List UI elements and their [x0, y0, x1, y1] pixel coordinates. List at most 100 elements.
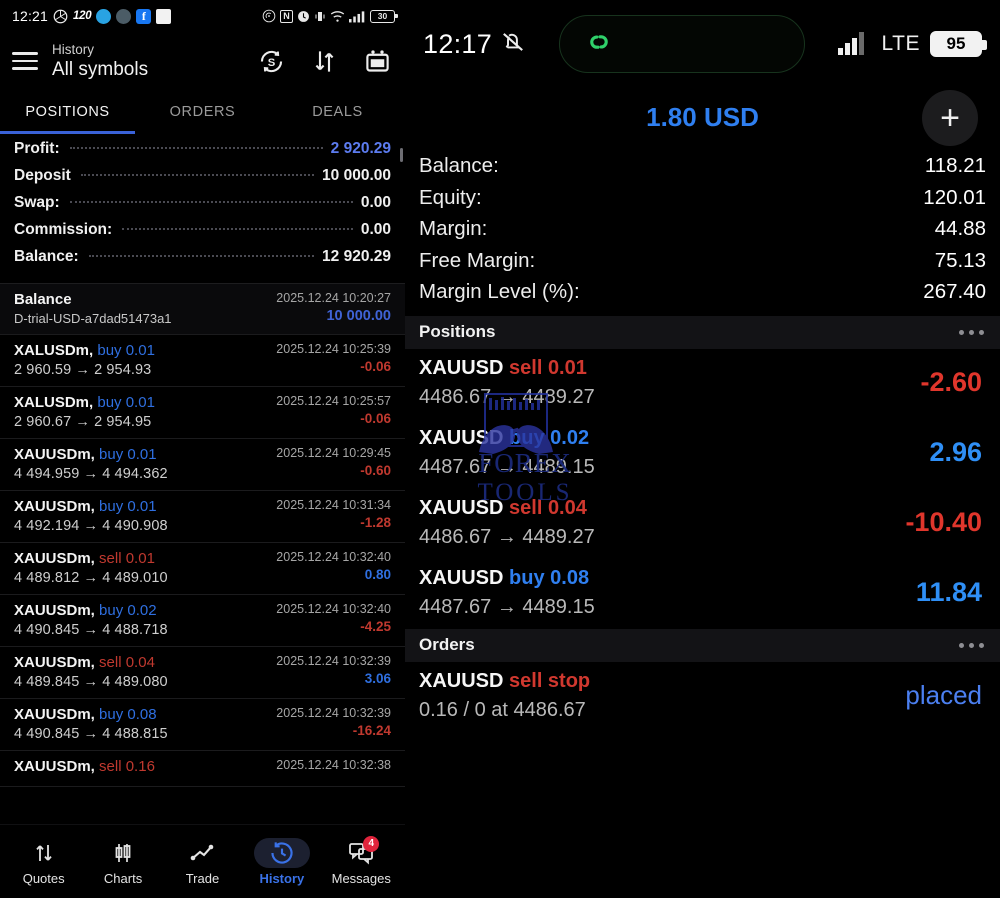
- leader-dots: [69, 201, 353, 203]
- row-amount: 10 000.00: [326, 308, 391, 324]
- white-app-icon: [156, 8, 172, 24]
- row-main: XAUUSD sell 0.04 4486.67 → 4489.27: [419, 497, 595, 549]
- summary-row: Free Margin: 75.13: [419, 249, 986, 281]
- camera-cutout-pill: [558, 15, 805, 73]
- row-main: XALUSDm, buy 0.01 2 960.59 → 2 954.93: [14, 342, 155, 378]
- section-title: Positions: [419, 322, 496, 341]
- row-prices: 4487.67 → 4489.15: [419, 595, 595, 618]
- nav-label: Messages: [331, 870, 391, 886]
- row-main: XAUUSDm, buy 0.01 4 494.959 → 4 494.362: [14, 446, 168, 482]
- orders-section-header[interactable]: Orders: [405, 628, 1000, 662]
- list-item[interactable]: XAUUSDm, sell 0.16 2025.12.24 10:32:38: [0, 751, 405, 787]
- list-item[interactable]: XALUSDm, buy 0.01 2 960.67 → 2 954.95 20…: [0, 387, 405, 439]
- row-volume: 0.02: [127, 602, 157, 619]
- tab-positions[interactable]: POSITIONS: [0, 90, 135, 134]
- nav-item-quotes[interactable]: Quotes: [6, 838, 82, 886]
- list-item[interactable]: XAUUSDm, buy 0.01 4 492.194 → 4 490.908 …: [0, 491, 405, 543]
- row-symbol: XAUUSD buy 0.02: [419, 426, 590, 449]
- sort-icon[interactable]: [311, 48, 338, 75]
- currency-refresh-icon[interactable]: S: [258, 48, 285, 75]
- row-side: buy: [509, 566, 545, 589]
- summary-label: Commission:: [14, 221, 113, 238]
- tab-orders[interactable]: ORDERS: [169, 104, 236, 120]
- list-item[interactable]: XAUUSDm, sell 0.01 4 489.812 → 4 489.010…: [0, 543, 405, 595]
- row-profit: -0.60: [360, 463, 391, 478]
- scrollbar-thumb[interactable]: [400, 148, 403, 162]
- link-rings-icon: [582, 25, 616, 64]
- row-volume: 0.01: [125, 394, 155, 411]
- row-symbol: XAUUSD sell 0.01: [419, 356, 587, 379]
- summary-value: 0.00: [360, 221, 391, 238]
- history-list[interactable]: Balance D-trial-USD-a7dad51473a1 2025.12…: [0, 284, 405, 824]
- hamburger-icon[interactable]: [12, 47, 38, 75]
- nav-item-history[interactable]: History: [244, 837, 320, 886]
- nav-item-charts[interactable]: Charts: [85, 838, 161, 886]
- row-prices: 4 490.845 → 4 488.815: [14, 726, 168, 742]
- list-item[interactable]: Balance D-trial-USD-a7dad51473a1 2025.12…: [0, 284, 405, 335]
- row-title: Balance: [14, 291, 72, 308]
- row-symbol: XALUSDm, buy 0.01: [14, 394, 155, 411]
- row-profit: -2.60: [920, 367, 982, 397]
- list-item[interactable]: XAUUSD buy 0.02 4487.67 → 4489.15 2.96: [405, 419, 1000, 489]
- row-prices: 4486.67 → 4489.27: [419, 525, 595, 548]
- list-item[interactable]: XAUUSD buy 0.08 4487.67 → 4489.15 11.84: [405, 559, 1000, 629]
- cast-icon: [262, 9, 276, 23]
- row-prices: 2 960.67 → 2 954.95: [14, 414, 152, 430]
- more-horizontal-icon[interactable]: [959, 329, 984, 335]
- row-time: 2025.12.24 10:29:45: [276, 446, 391, 460]
- row-side: buy: [97, 394, 122, 411]
- list-item[interactable]: XAUUSD sell 0.04 4486.67 → 4489.27 -10.4…: [405, 489, 1000, 559]
- header-subtitle: History: [52, 42, 95, 57]
- row-main: XAUUSDm, sell 0.04 4 489.845 → 4 489.080: [14, 654, 168, 690]
- nav-label: History: [259, 870, 305, 886]
- list-item[interactable]: XAUUSDm, buy 0.08 4 490.845 → 4 488.815 …: [0, 699, 405, 751]
- row-side: buy: [509, 426, 545, 449]
- row-profit: -4.25: [360, 619, 391, 634]
- summary-value: 10 000.00: [322, 167, 391, 184]
- status-right-icons: N 30: [262, 9, 398, 23]
- row-time: 2025.12.24 10:32:38: [276, 758, 391, 772]
- calendar-icon[interactable]: [364, 48, 391, 75]
- nav-item-trade[interactable]: Trade: [164, 838, 240, 886]
- bell-muted-icon: [500, 29, 526, 60]
- row-volume: 0.01: [127, 498, 157, 515]
- add-order-button[interactable]: +: [922, 90, 978, 146]
- row-meta: 2025.12.24 10:20:27 10 000.00: [276, 291, 391, 324]
- summary-row: Balance: 12 920.29: [14, 248, 391, 275]
- row-symbol: XALUSDm, buy 0.01: [14, 342, 155, 359]
- wifi-icon: [330, 10, 345, 23]
- nav-item-messages[interactable]: 4 Messages: [323, 835, 399, 886]
- summary-row: Balance: 118.21: [419, 154, 986, 186]
- row-main: XAUUSD buy 0.08 4487.67 → 4489.15: [419, 567, 595, 619]
- row-volume: 0.08: [550, 566, 590, 589]
- battery-indicator: 95: [929, 31, 987, 57]
- positions-section-header[interactable]: Positions: [405, 315, 1000, 349]
- row-volume: 0.04: [125, 654, 155, 671]
- row-prices: 4487.67 → 4489.15: [419, 455, 595, 478]
- summary-label: Swap:: [14, 194, 60, 211]
- summary-label: Margin:: [419, 217, 488, 240]
- nav-label: Charts: [103, 870, 143, 886]
- leader-dots: [80, 174, 315, 176]
- row-symbol: XAUUSDm, buy 0.01: [14, 446, 157, 463]
- list-item[interactable]: XAUUSDm, sell 0.04 4 489.845 → 4 489.080…: [0, 647, 405, 699]
- row-main: XAUUSDm, buy 0.01 4 492.194 → 4 490.908: [14, 498, 168, 534]
- row-side: sell: [509, 356, 543, 379]
- row-side: sell: [99, 758, 122, 775]
- list-item[interactable]: XAUUSD sell stop 0.16 / 0 at 4486.67 pla…: [405, 662, 1000, 732]
- list-item[interactable]: XAUUSDm, buy 0.02 4 490.845 → 4 488.718 …: [0, 595, 405, 647]
- summary-label: Margin Level (%):: [419, 280, 580, 303]
- row-meta: 2025.12.24 10:25:57 -0.06: [276, 394, 391, 426]
- list-item[interactable]: XALUSDm, buy 0.01 2 960.59 → 2 954.93 20…: [0, 335, 405, 387]
- more-horizontal-icon[interactable]: [959, 642, 984, 648]
- header-titles: History All symbols: [52, 41, 148, 81]
- list-item[interactable]: XAUUSDm, buy 0.01 4 494.959 → 4 494.362 …: [0, 439, 405, 491]
- list-item[interactable]: XAUUSD sell 0.01 4486.67 → 4489.27 -2.60: [405, 349, 1000, 419]
- row-volume: 0.16: [125, 758, 155, 775]
- row-time: 2025.12.24 10:31:34: [276, 498, 391, 512]
- vibrate-icon: [314, 10, 326, 23]
- tab-deals[interactable]: DEALS: [312, 104, 363, 120]
- summary-row: Equity: 120.01: [419, 186, 986, 218]
- row-side: sell: [99, 550, 122, 567]
- row-symbol: XAUUSDm, buy 0.02: [14, 602, 157, 619]
